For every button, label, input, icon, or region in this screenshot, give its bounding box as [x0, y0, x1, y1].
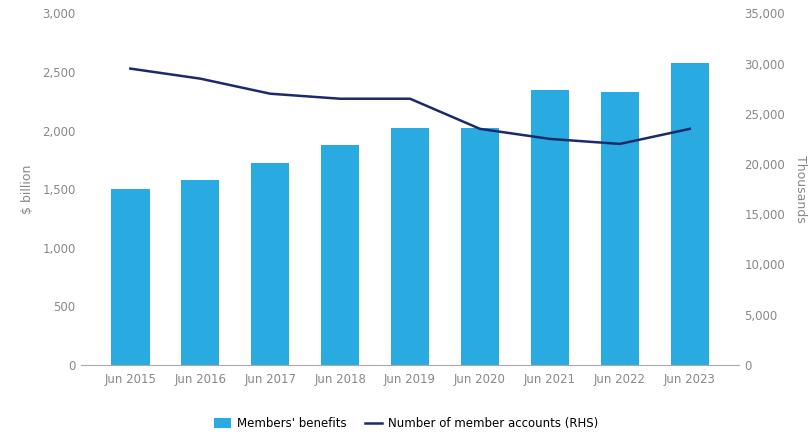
Bar — [111, 189, 149, 365]
Number of member accounts (RHS) — [684, 126, 693, 132]
Number of member accounts (RHS) — [405, 96, 414, 101]
Bar — [670, 63, 708, 365]
Number of member accounts (RHS) — [614, 141, 624, 146]
Y-axis label: Thousands: Thousands — [792, 155, 805, 223]
Bar — [181, 180, 219, 365]
Bar — [320, 145, 359, 365]
Bar — [600, 93, 638, 365]
Number of member accounts (RHS) — [265, 91, 275, 97]
Y-axis label: $ billion: $ billion — [21, 165, 34, 214]
Bar — [251, 163, 289, 365]
Legend: Members' benefits, Number of member accounts (RHS): Members' benefits, Number of member acco… — [208, 412, 603, 435]
Bar — [390, 128, 429, 365]
Bar — [460, 128, 499, 365]
Bar — [530, 89, 569, 365]
Number of member accounts (RHS) — [474, 126, 484, 132]
Number of member accounts (RHS) — [126, 66, 135, 71]
Number of member accounts (RHS) — [195, 76, 205, 81]
Number of member accounts (RHS) — [544, 136, 554, 142]
Line: Number of member accounts (RHS): Number of member accounts (RHS) — [131, 69, 689, 144]
Number of member accounts (RHS) — [335, 96, 345, 101]
